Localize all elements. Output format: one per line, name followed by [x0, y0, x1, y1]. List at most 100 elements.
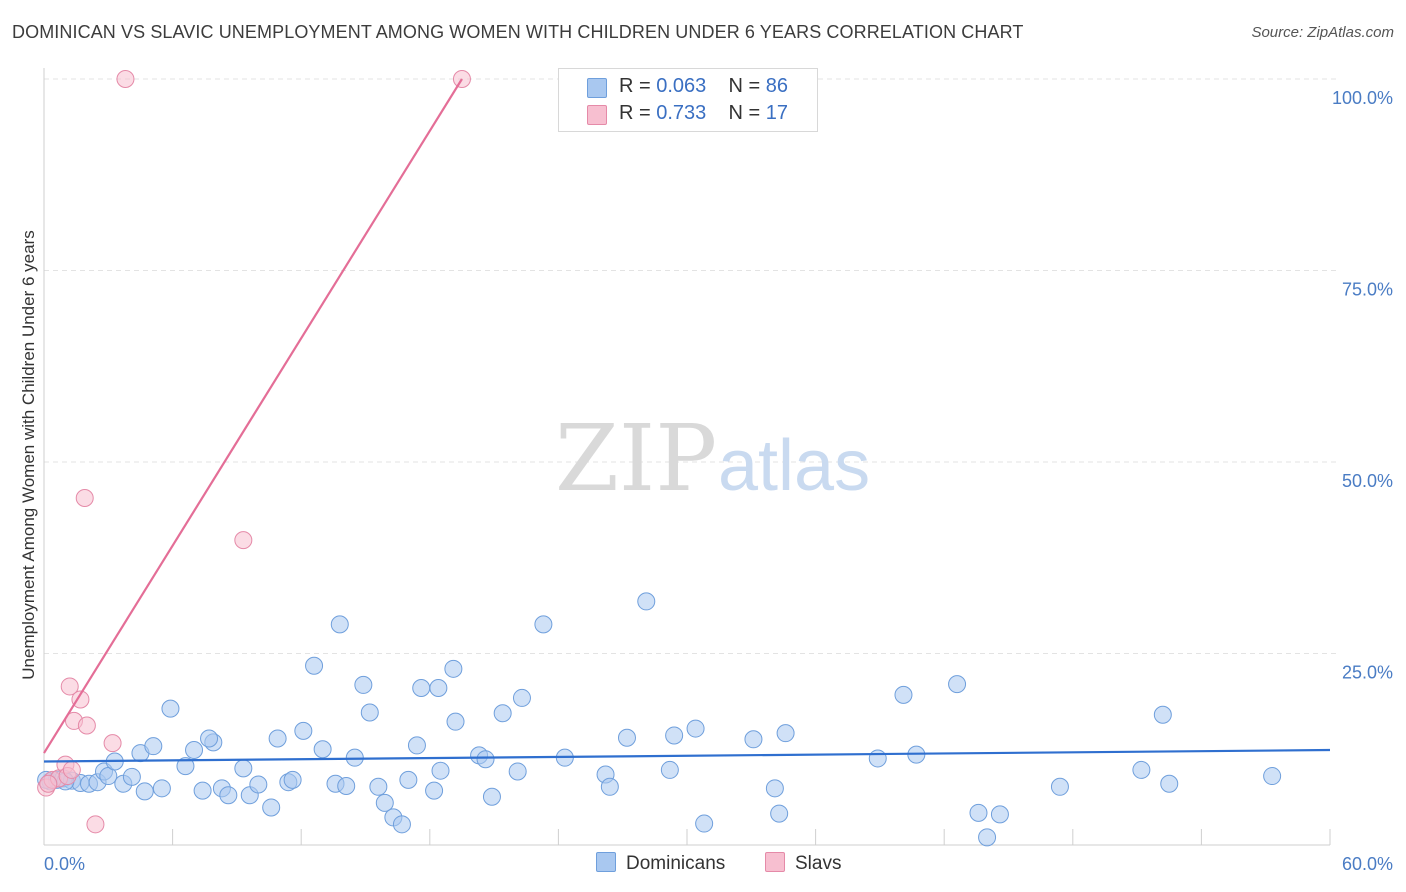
dominican-point [369, 777, 388, 796]
dominican-point [600, 777, 619, 796]
dominican-point [262, 798, 281, 817]
y-tick-label: 50.0% [1342, 471, 1393, 491]
slav-point [77, 716, 96, 735]
legend: R = 0.063 N = 86 R = 0.733 N = 17 [558, 68, 818, 132]
dominican-point [135, 782, 154, 801]
dominican-point [512, 688, 531, 707]
legend-n-value: 17 [765, 102, 789, 124]
watermark-atlas: atlas [718, 426, 870, 506]
bottom-legend-label: Dominicans [626, 853, 726, 874]
dominican-point [493, 704, 512, 723]
dominican-point [337, 777, 356, 796]
y-axis-label: Unemployment Among Women with Children U… [19, 230, 38, 679]
watermark: ZIP atlas [555, 405, 870, 512]
dominican-point [268, 729, 287, 748]
dominican-point [392, 815, 411, 834]
dominican-point [412, 678, 431, 697]
bottom-legend-swatch-dominicans [596, 852, 616, 872]
dominican-point [969, 803, 988, 822]
dominican-point [476, 750, 495, 769]
gridlines [44, 78, 1338, 654]
watermark-zip: ZIP [555, 405, 717, 512]
dominican-point [695, 814, 714, 833]
dominican-point [431, 761, 450, 780]
dominican-point [446, 712, 465, 731]
dominican-point [482, 787, 501, 806]
axes [43, 68, 1331, 846]
dominican-point [219, 786, 238, 805]
dominican-point [176, 757, 195, 776]
bottom-legend-label: Slavs [795, 853, 842, 874]
dominican-point [1050, 777, 1069, 796]
data-points [37, 70, 1282, 847]
dominican-point [354, 675, 373, 694]
legend-r-value: 0.063 [656, 75, 707, 97]
slav-point [103, 734, 122, 753]
dominican-point [744, 730, 763, 749]
source-label: Source: ZipAtlas.com [1251, 24, 1394, 41]
dominican-point [375, 793, 394, 812]
bottom-legend-dominicans: Dominicans [596, 852, 725, 875]
bottom-legend-swatch-slavs [765, 852, 785, 872]
dominican-point [637, 592, 656, 611]
slav-point [116, 70, 135, 88]
slav-point [86, 815, 105, 834]
slav-point [62, 760, 81, 779]
dominican-point [660, 760, 679, 779]
slav-point [234, 531, 253, 550]
dominican-point [294, 721, 313, 740]
dominican-point [360, 703, 379, 722]
dominican-point [144, 737, 163, 756]
dominican-point [1153, 705, 1172, 724]
dominican-point [770, 804, 789, 823]
dominican-point [234, 759, 253, 778]
slav-point [60, 677, 79, 696]
dominican-point [152, 779, 171, 798]
trend-lines [43, 78, 1331, 763]
dominican-point [990, 805, 1009, 824]
legend-r-label: R = [619, 75, 657, 97]
dominican-point [444, 659, 463, 678]
dominican-point [508, 762, 527, 781]
dominican-point [765, 779, 784, 798]
x-tick-labels: 0.0% 60.0% [44, 854, 1393, 874]
dominican-point [868, 749, 887, 768]
x-tick-label: 60.0% [1342, 854, 1393, 874]
dominican-point [313, 740, 332, 759]
bottom-legend-slavs: Slavs [765, 852, 841, 875]
y-tick-label: 100.0% [1332, 88, 1393, 108]
dominican-point [193, 781, 212, 800]
dominican-point [249, 775, 268, 794]
dominican-point [1263, 767, 1282, 786]
dominican-point [283, 770, 302, 789]
dominican-point [330, 615, 349, 634]
dominican-point [407, 736, 426, 755]
dominican-point [200, 729, 219, 748]
y-tick-labels: 25.0% 50.0% 75.0% 100.0% [1332, 88, 1393, 683]
legend-r-label: R = [619, 102, 657, 124]
dominican-point [305, 656, 324, 675]
chart-title: DOMINICAN VS SLAVIC UNEMPLOYMENT AMONG W… [12, 22, 1024, 42]
legend-swatch-slavs [587, 105, 607, 125]
legend-n-value: 86 [765, 75, 789, 97]
dominican-trend-line [43, 748, 1331, 763]
dominican-point [399, 770, 418, 789]
dominican-point [894, 685, 913, 704]
slav-point [71, 690, 90, 709]
slav-point [39, 774, 58, 793]
dominican-point [948, 675, 967, 694]
dominican-point [122, 767, 141, 786]
dominican-point [1160, 774, 1179, 793]
dominican-point [185, 741, 204, 760]
legend-n-label: N = [728, 102, 766, 124]
dominican-point [429, 678, 448, 697]
legend-n-label: N = [728, 75, 766, 97]
dominican-point [161, 699, 180, 718]
legend-swatch-dominicans [587, 78, 607, 98]
dominican-point [978, 828, 997, 847]
dominican-point [425, 781, 444, 800]
dominican-point [776, 724, 795, 743]
dominican-point [686, 719, 705, 738]
dominican-point [534, 615, 553, 634]
dominican-point [617, 728, 636, 747]
